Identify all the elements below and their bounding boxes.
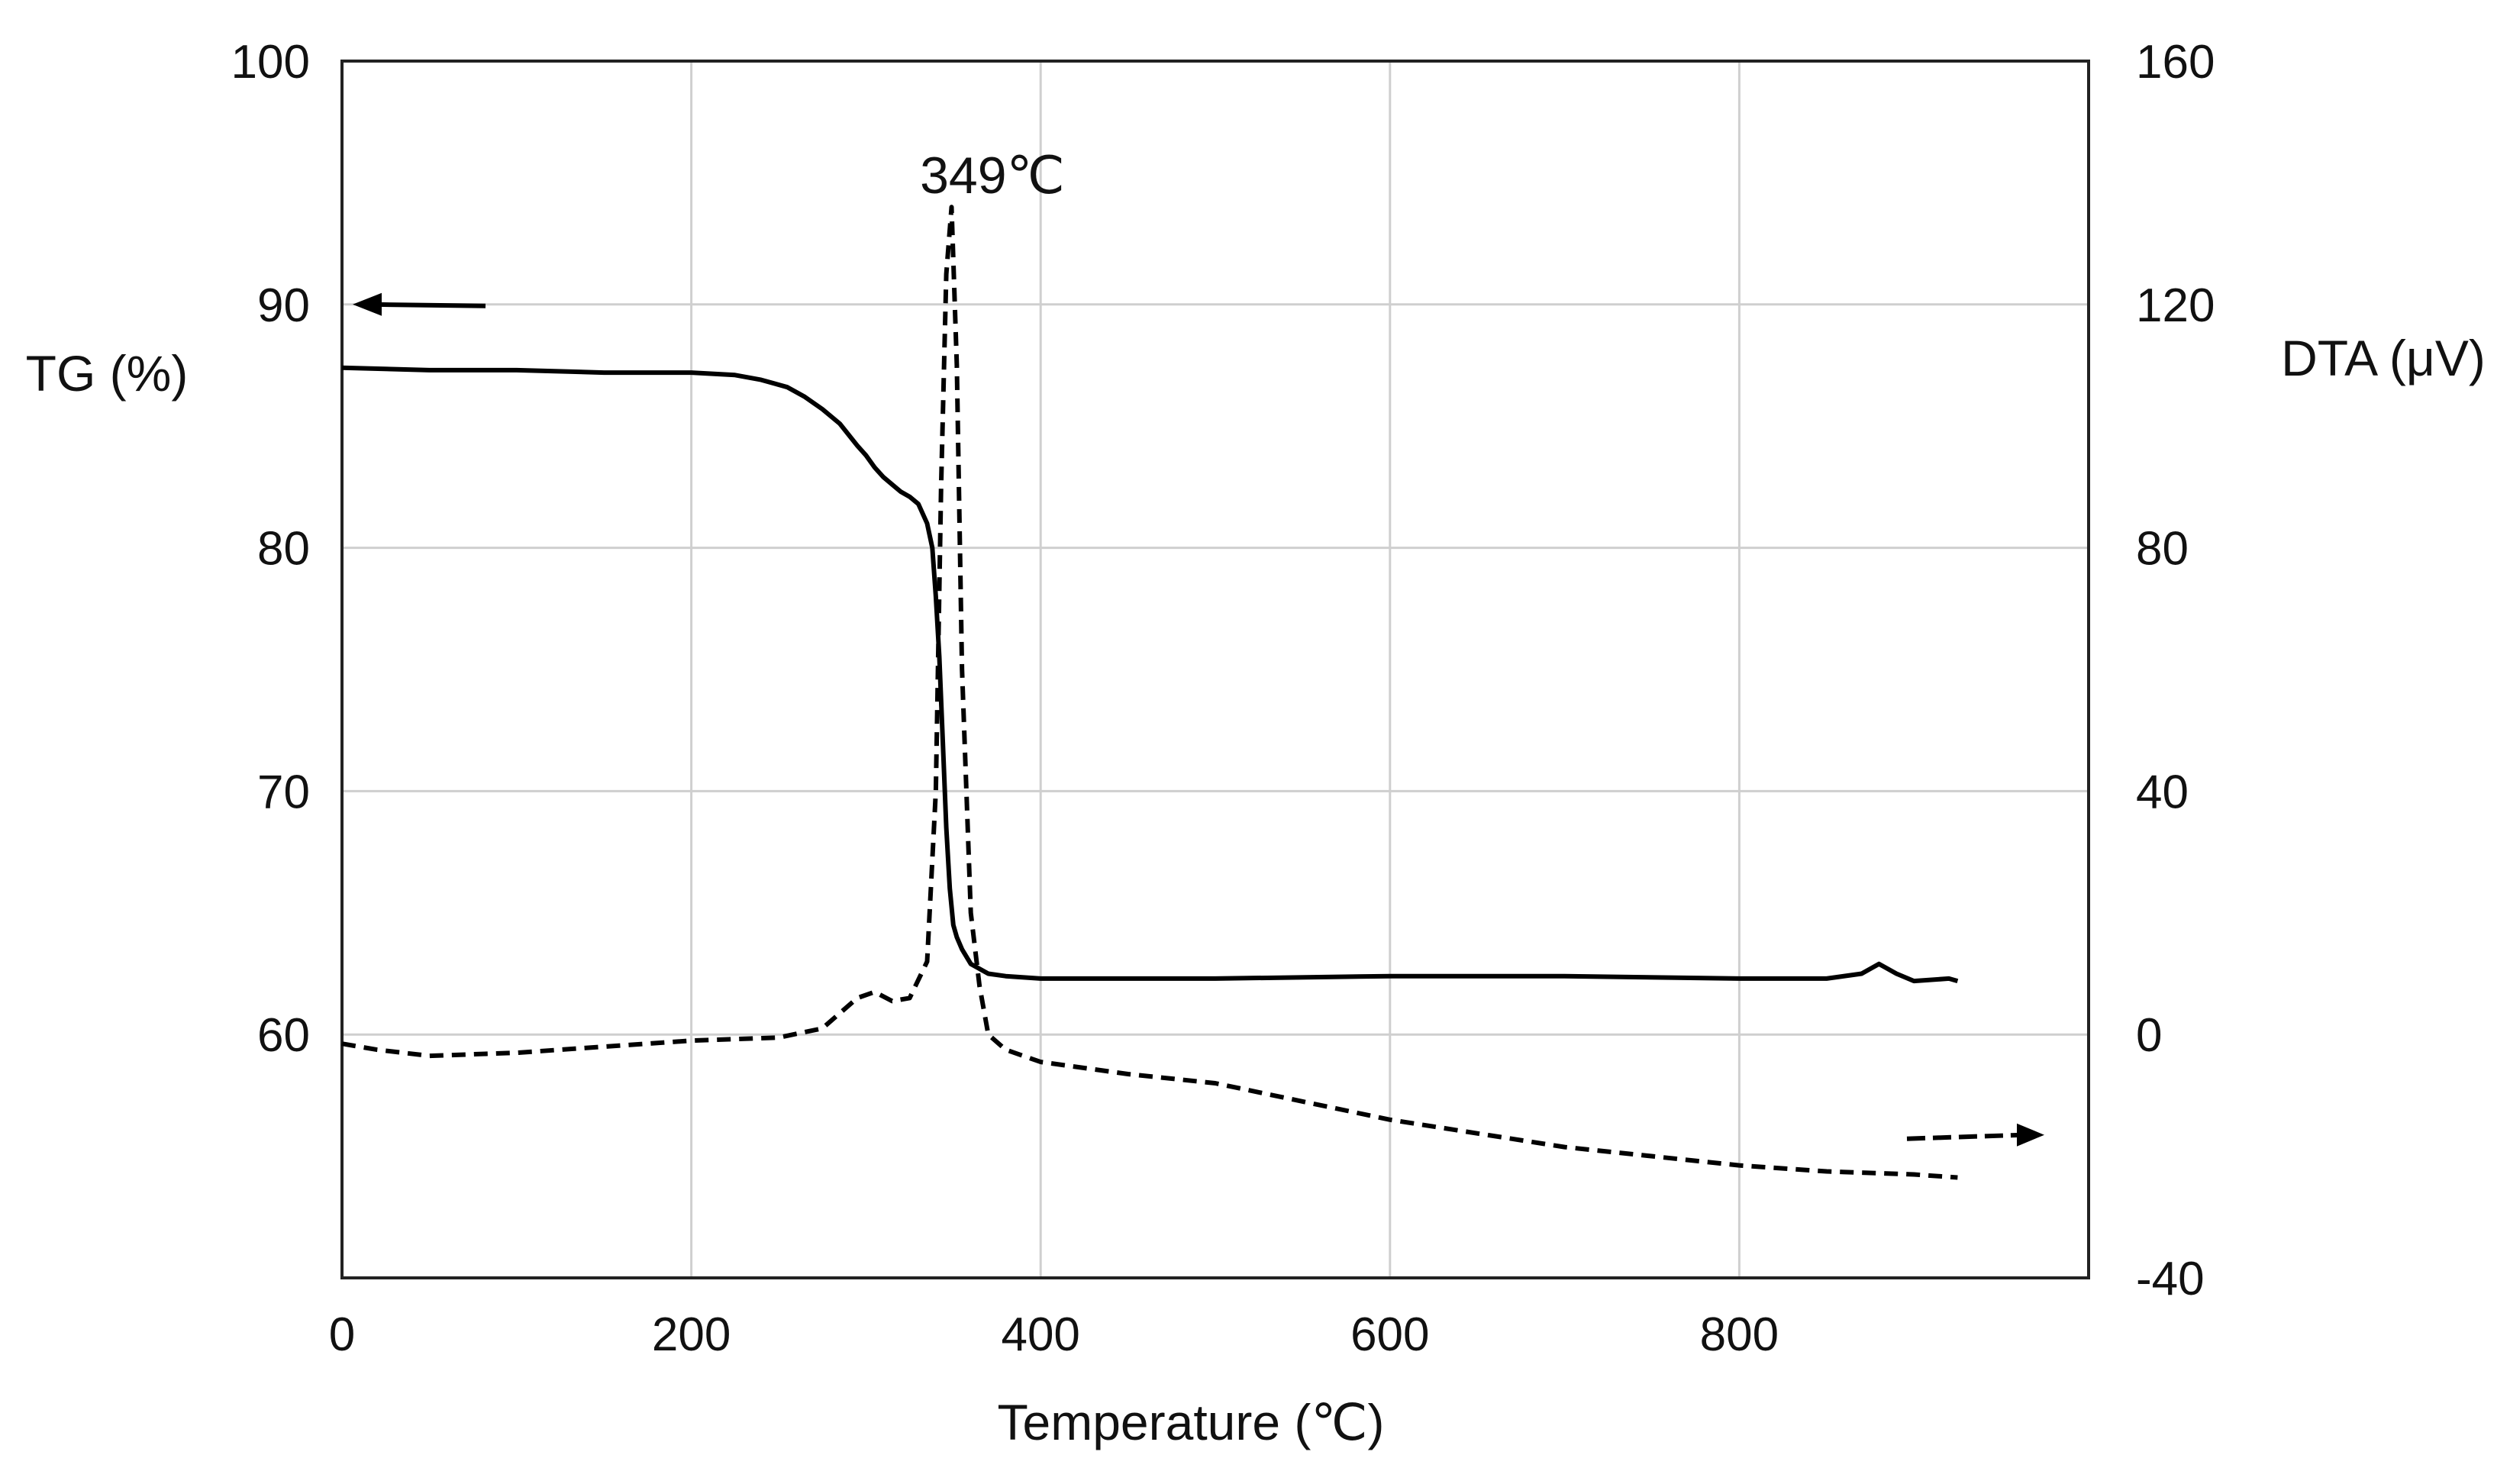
tg-axis-arrow-shaft (372, 302, 486, 308)
x-tick-label: 200 (652, 1308, 731, 1361)
plot-frame (340, 60, 2090, 1279)
x-tick-label: 400 (1001, 1308, 1079, 1361)
series-layer (341, 205, 1959, 1180)
y-right-tick-label: 80 (2136, 523, 2189, 576)
x-tick-label: 800 (1700, 1308, 1779, 1361)
tg-axis-arrow-head (353, 292, 382, 316)
dta-series-line (341, 205, 1958, 1180)
dta-axis-arrow-head (2017, 1123, 2044, 1147)
y-right-tick-label: 160 (2136, 36, 2215, 89)
peak-annotation: 349℃ (920, 147, 1065, 205)
y-right-tick-label: 120 (2136, 279, 2215, 332)
y-left-tick-label: 70 (257, 766, 310, 818)
dta-axis-arrow-shaft (1906, 1132, 2024, 1141)
tick-layer: 0 200 400 600 800 60 70 80 90 100 -40 0 40 80 120 160 (231, 36, 2215, 1361)
arrow-layer (353, 292, 2044, 1147)
y-left-tick-label: 80 (257, 523, 310, 576)
y-left-tick-label: 60 (257, 1009, 310, 1062)
x-tick-label: 600 (1350, 1308, 1429, 1361)
y-right-axis-title: DTA (μV) (2281, 330, 2486, 386)
grid-layer (342, 61, 2089, 1278)
tg-series-line (341, 365, 1959, 984)
y-right-tick-label: -40 (2136, 1253, 2205, 1305)
x-axis-title: Temperature (℃) (998, 1394, 1385, 1450)
y-right-tick-label: 0 (2136, 1009, 2162, 1062)
y-right-tick-label: 40 (2136, 766, 2189, 818)
y-left-axis-title: TG (%) (26, 345, 189, 402)
y-left-tick-label: 100 (231, 36, 310, 89)
y-left-tick-label: 90 (257, 279, 310, 332)
x-tick-label: 0 (329, 1308, 355, 1361)
